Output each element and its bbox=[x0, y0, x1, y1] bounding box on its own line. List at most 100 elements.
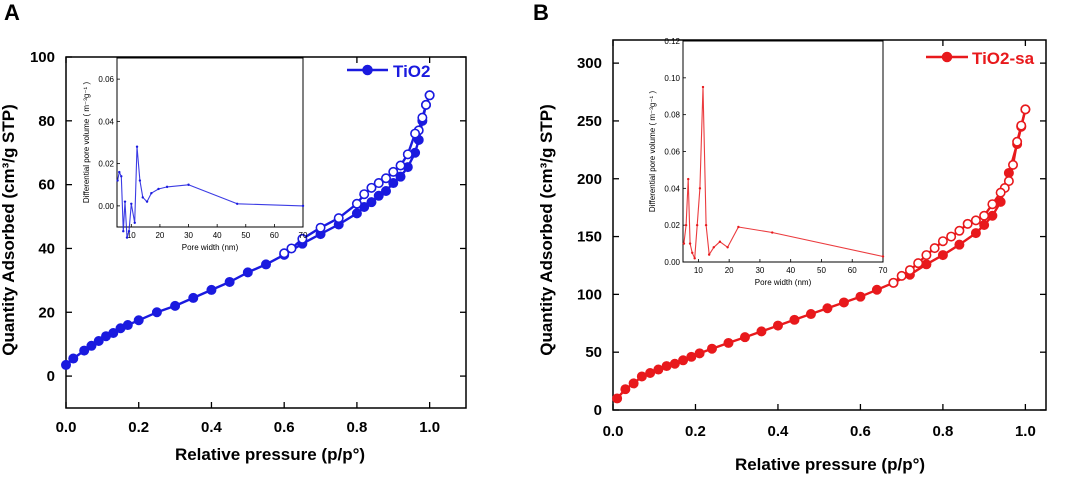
y-tick-label: 200 bbox=[577, 171, 602, 188]
inset-series-point bbox=[116, 179, 119, 182]
inset-y-tick-label: 0.02 bbox=[664, 221, 680, 230]
series-adsorption-point bbox=[723, 337, 734, 348]
series-adsorption-point bbox=[108, 328, 119, 339]
series-desorption-point bbox=[315, 222, 326, 233]
inset-series-point bbox=[684, 223, 688, 227]
series-desorption-point bbox=[913, 258, 924, 269]
y-tick-label: 100 bbox=[30, 49, 55, 66]
x-tick-label: 0.8 bbox=[346, 419, 367, 436]
y-tick-label: 100 bbox=[577, 286, 602, 303]
inset-series-point bbox=[150, 192, 153, 195]
series-adsorption-point bbox=[979, 220, 990, 231]
series-adsorption-point bbox=[86, 340, 97, 351]
series-adsorption-point bbox=[380, 186, 391, 197]
inset-x-tick-label: 50 bbox=[817, 266, 826, 275]
series-desorption-point bbox=[395, 160, 406, 171]
panel-a: A 0.0 0.2 0.4 0.6 0.8 1.0 0 20 40 60 80 100 Relative … bbox=[0, 0, 467, 464]
inset-x-tick-label: 10 bbox=[127, 231, 136, 240]
series-desorption-point bbox=[410, 128, 421, 139]
inset-series-point bbox=[695, 223, 699, 227]
inset-series-point bbox=[691, 251, 694, 254]
inset-x-tick-label: 40 bbox=[786, 266, 795, 275]
inset-series-point bbox=[688, 242, 692, 245]
inset-series-point bbox=[704, 223, 708, 227]
inset-series-point bbox=[165, 185, 169, 189]
series-desorption-point bbox=[351, 198, 362, 209]
x-tick-label: 0.6 bbox=[850, 423, 871, 440]
inset-y-tick-label: 0.00 bbox=[98, 202, 114, 211]
inset-series-point bbox=[701, 85, 705, 89]
series-adsorption-point bbox=[366, 197, 377, 208]
series-adsorption-point bbox=[678, 355, 689, 366]
legend-label: TiO2-sa bbox=[972, 49, 1035, 68]
series-adsorption-point bbox=[645, 367, 656, 378]
inset-series-point bbox=[157, 187, 160, 191]
inset-frame bbox=[682, 40, 884, 263]
series-desorption-point bbox=[388, 166, 399, 177]
inset-y-tick-label: 0.00 bbox=[664, 258, 680, 267]
inset-x-tick-label: 30 bbox=[184, 231, 193, 240]
series-adsorption-point bbox=[739, 332, 750, 343]
inset-x-tick-label: 20 bbox=[155, 231, 164, 240]
series-desorption-point bbox=[333, 213, 344, 224]
inset-y-tick-label: 0.04 bbox=[98, 117, 114, 126]
series-adsorption-point bbox=[79, 345, 90, 356]
series-desorption-point bbox=[424, 90, 435, 101]
series-adsorption-point bbox=[789, 314, 800, 325]
series-adsorption-point bbox=[772, 320, 783, 331]
series-desorption-point bbox=[888, 277, 899, 288]
y-tick-label: 20 bbox=[38, 304, 55, 321]
series-adsorption-point bbox=[93, 335, 104, 346]
series-desorption-point bbox=[954, 225, 965, 236]
y-tick-label: 40 bbox=[38, 240, 55, 257]
inset-x-axis-title: Pore width (nm) bbox=[182, 243, 239, 252]
y-tick-label: 150 bbox=[577, 229, 602, 246]
series-adsorption-point bbox=[68, 353, 79, 364]
series-adsorption-point bbox=[133, 315, 144, 326]
inset-y-tick-label: 0.02 bbox=[98, 160, 114, 169]
series-adsorption-point bbox=[937, 250, 948, 261]
series-desorption-point bbox=[279, 248, 290, 259]
x-tick-label: 0.8 bbox=[932, 423, 953, 440]
series-desorption-point bbox=[286, 243, 297, 254]
x-tick-label: 0.4 bbox=[201, 419, 223, 436]
series-desorption-point bbox=[402, 149, 413, 160]
x-tick-label: 0.2 bbox=[128, 419, 149, 436]
legend-marker bbox=[362, 64, 373, 76]
inset-series-point bbox=[145, 200, 149, 203]
series-desorption-line bbox=[892, 109, 1027, 284]
inset-series-point bbox=[118, 170, 121, 174]
series-adsorption-point bbox=[122, 320, 133, 331]
inset-x-tick-label: 40 bbox=[213, 231, 222, 240]
inset-series-point bbox=[712, 246, 715, 249]
y-tick-label: 0 bbox=[594, 402, 602, 419]
series-adsorption-point bbox=[756, 326, 767, 337]
panel-a-label: A bbox=[4, 0, 20, 25]
series-adsorption-point bbox=[388, 178, 399, 189]
series-adsorption-point bbox=[669, 358, 680, 369]
y-tick-label: 250 bbox=[577, 113, 602, 130]
inset-series-point bbox=[138, 179, 142, 182]
y-axis-title: Quantity Adsorbed (cm³/g STP) bbox=[537, 104, 556, 356]
inset-x-tick-label: 70 bbox=[299, 231, 308, 240]
series-adsorption-point bbox=[188, 292, 199, 303]
legend-marker bbox=[941, 51, 953, 63]
inset-x-tick-label: 10 bbox=[694, 266, 703, 275]
y-axis-title: Quantity Adsorbed (cm³/g STP) bbox=[0, 104, 18, 356]
inset-x-tick-label: 30 bbox=[755, 266, 764, 275]
legend-label: TiO2 bbox=[393, 62, 430, 81]
series-desorption-point bbox=[937, 236, 948, 247]
series-adsorption-point bbox=[921, 259, 932, 270]
series-adsorption-point bbox=[706, 343, 717, 354]
series-desorption-point bbox=[896, 270, 907, 281]
series-adsorption-point bbox=[970, 228, 981, 239]
series-adsorption-point bbox=[373, 190, 384, 201]
inset-x-tick-label: 70 bbox=[879, 266, 888, 275]
series-desorption-point bbox=[297, 233, 308, 244]
series-adsorption-point bbox=[628, 378, 639, 389]
x-tick-label: 0.0 bbox=[603, 423, 624, 440]
inset-series-point bbox=[135, 145, 139, 148]
series-desorption-point bbox=[1008, 159, 1019, 170]
series-desorption-point bbox=[987, 199, 998, 210]
